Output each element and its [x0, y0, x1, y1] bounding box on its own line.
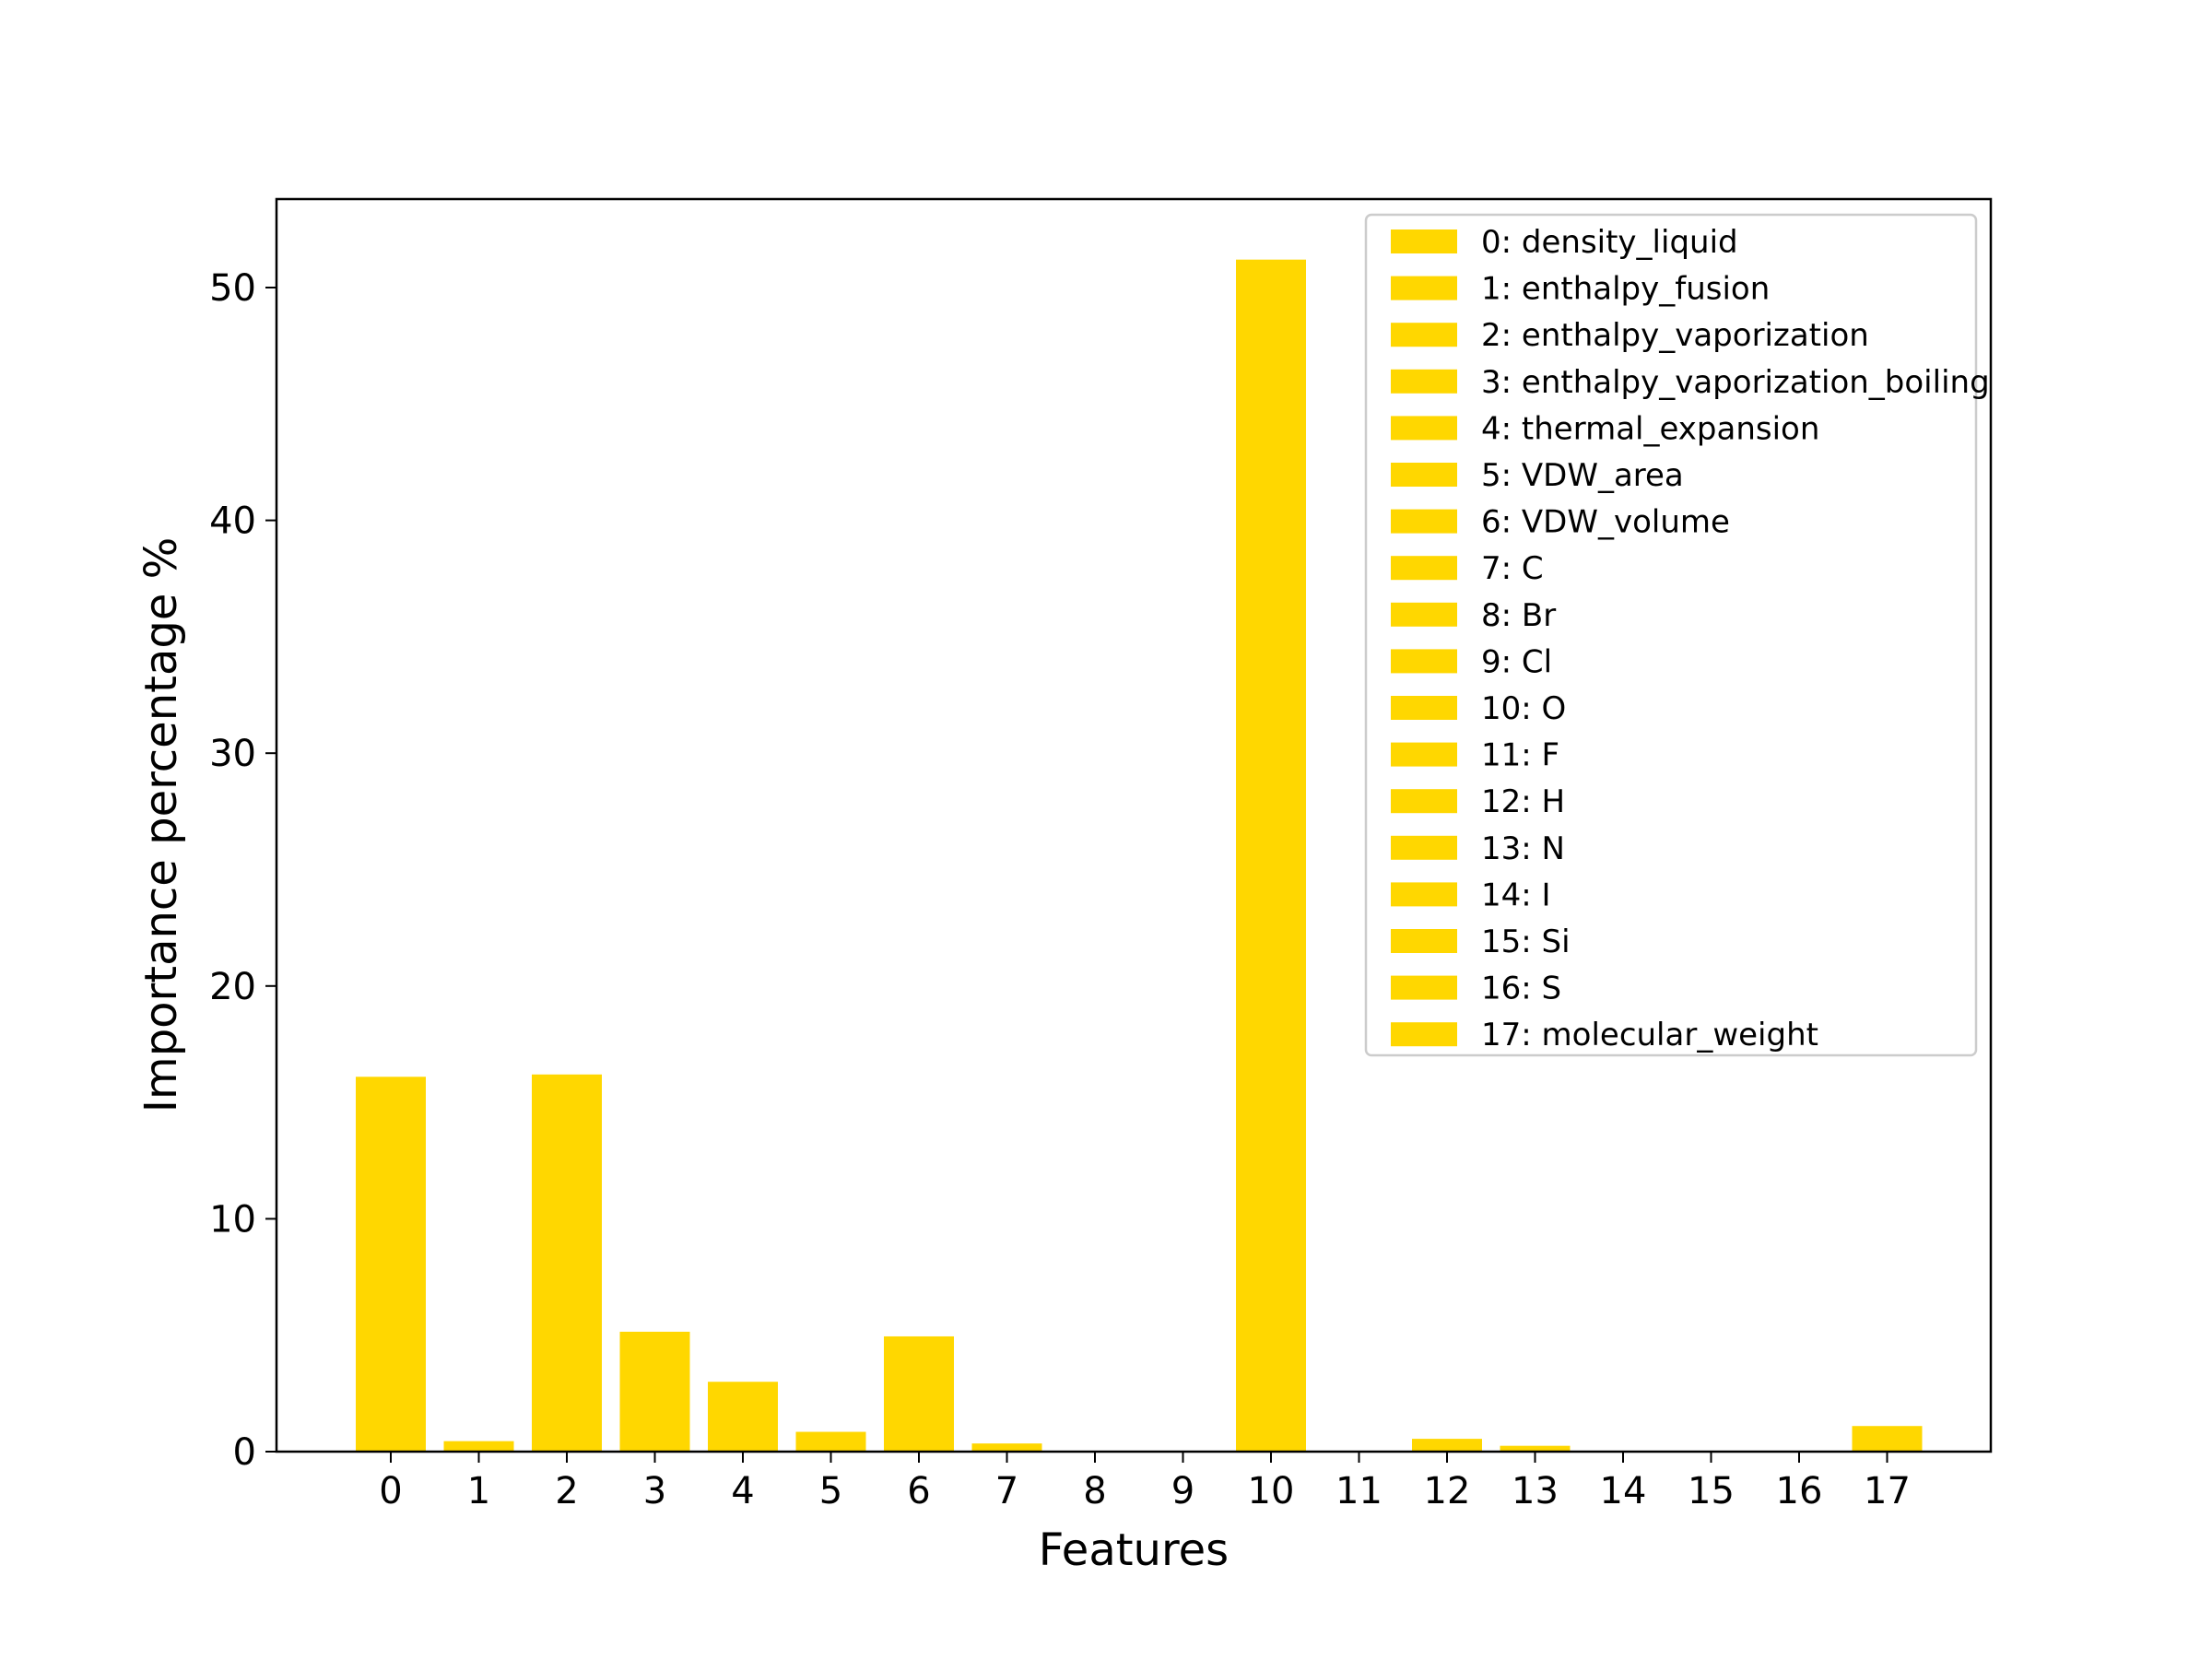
bar-10 [1236, 259, 1306, 1453]
bar-4 [708, 1382, 778, 1452]
x-tick-label: 17 [1864, 1470, 1911, 1512]
y-tick-label: 30 [209, 733, 256, 775]
y-tick-label: 20 [209, 966, 256, 1008]
legend-label: 4: thermal_expansion [1481, 410, 1819, 447]
y-tick-label: 10 [209, 1198, 256, 1241]
legend-swatch [1391, 789, 1457, 814]
legend-swatch [1391, 742, 1457, 767]
legend-swatch [1391, 369, 1457, 394]
x-axis-ticks: 0 1 2 3 4 5 6 7 8 9 10 11 12 13 14 15 16 17 [379, 1452, 1911, 1512]
x-tick-label: 2 [555, 1470, 578, 1512]
legend-label: 8: Br [1481, 597, 1556, 634]
x-tick-label: 4 [731, 1470, 754, 1512]
legend-swatch [1391, 1022, 1457, 1047]
legend-swatch [1391, 276, 1457, 300]
y-tick-label: 40 [209, 500, 256, 543]
bar-0 [356, 1077, 426, 1452]
legend-swatch [1391, 602, 1457, 627]
plot-frame [275, 197, 1993, 1453]
bar-5 [795, 1431, 866, 1452]
legend-label: 9: Cl [1481, 643, 1552, 680]
legend-swatch [1391, 835, 1457, 860]
legend-label: 3: enthalpy_vaporization_boiling [1481, 364, 1990, 401]
bar-6 [884, 1335, 954, 1452]
y-axis-label: Importance percentage % [135, 537, 187, 1112]
y-axis-ticks: 0 10 20 30 40 50 [209, 267, 276, 1474]
legend-label: 15: Si [1481, 924, 1571, 960]
bars-group [356, 259, 1923, 1453]
x-tick-label: 13 [1512, 1470, 1559, 1512]
legend-swatch [1391, 556, 1457, 581]
legend-swatch [1391, 929, 1457, 953]
x-tick-label: 7 [995, 1470, 1018, 1512]
legend-label: 13: N [1481, 830, 1565, 867]
legend-label: 5: VDW_area [1481, 457, 1684, 494]
legend-label: 12: H [1481, 783, 1565, 820]
x-tick-label: 3 [643, 1470, 666, 1512]
x-axis-label: Features [1039, 1524, 1229, 1576]
legend: 0: density_liquid 1: enthalpy_fusion 2: en… [1364, 213, 1990, 1057]
legend-label: 14: I [1481, 877, 1551, 913]
bar-17 [1852, 1426, 1923, 1452]
legend-swatch [1391, 509, 1457, 534]
bar-12 [1412, 1439, 1482, 1452]
x-tick-label: 16 [1776, 1470, 1823, 1512]
legend-swatch [1391, 416, 1457, 441]
legend-swatch [1391, 463, 1457, 487]
legend-label: 2: enthalpy_vaporization [1481, 317, 1869, 354]
legend-swatch [1391, 882, 1457, 907]
legend-swatch [1391, 975, 1457, 1000]
bar-3 [619, 1331, 690, 1452]
bar-13 [1500, 1445, 1571, 1452]
legend-label: 17: molecular_weight [1481, 1017, 1818, 1053]
bar-1 [443, 1441, 514, 1452]
x-tick-label: 14 [1600, 1470, 1647, 1512]
x-tick-label: 0 [379, 1470, 402, 1512]
bar-2 [532, 1074, 602, 1452]
legend-swatch [1391, 696, 1457, 720]
legend-label: 0: density_liquid [1481, 224, 1738, 261]
legend-label: 10: O [1481, 690, 1566, 727]
x-tick-label: 11 [1335, 1470, 1382, 1512]
legend-label: 7: C [1481, 550, 1544, 587]
x-tick-label: 8 [1083, 1470, 1106, 1512]
legend-swatch [1391, 649, 1457, 674]
x-tick-label: 5 [819, 1470, 842, 1512]
legend-swatch [1391, 229, 1457, 253]
x-tick-label: 15 [1688, 1470, 1735, 1512]
y-tick-label: 50 [209, 267, 256, 310]
x-tick-label: 6 [907, 1470, 930, 1512]
legend-label: 1: enthalpy_fusion [1481, 271, 1770, 308]
legend-label: 6: VDW_volume [1481, 504, 1730, 541]
x-tick-label: 9 [1171, 1470, 1194, 1512]
legend-box [1364, 213, 1978, 1057]
legend-label: 16: S [1481, 971, 1561, 1007]
bar-7 [971, 1443, 1042, 1452]
x-tick-label: 10 [1248, 1470, 1295, 1512]
x-tick-label: 1 [467, 1470, 490, 1512]
legend-swatch [1391, 323, 1457, 347]
legend-items: 0: density_liquid 1: enthalpy_fusion 2: en… [1391, 224, 1990, 1053]
y-tick-label: 0 [233, 1431, 256, 1474]
legend-label: 11: F [1481, 737, 1559, 774]
x-tick-label: 12 [1424, 1470, 1471, 1512]
